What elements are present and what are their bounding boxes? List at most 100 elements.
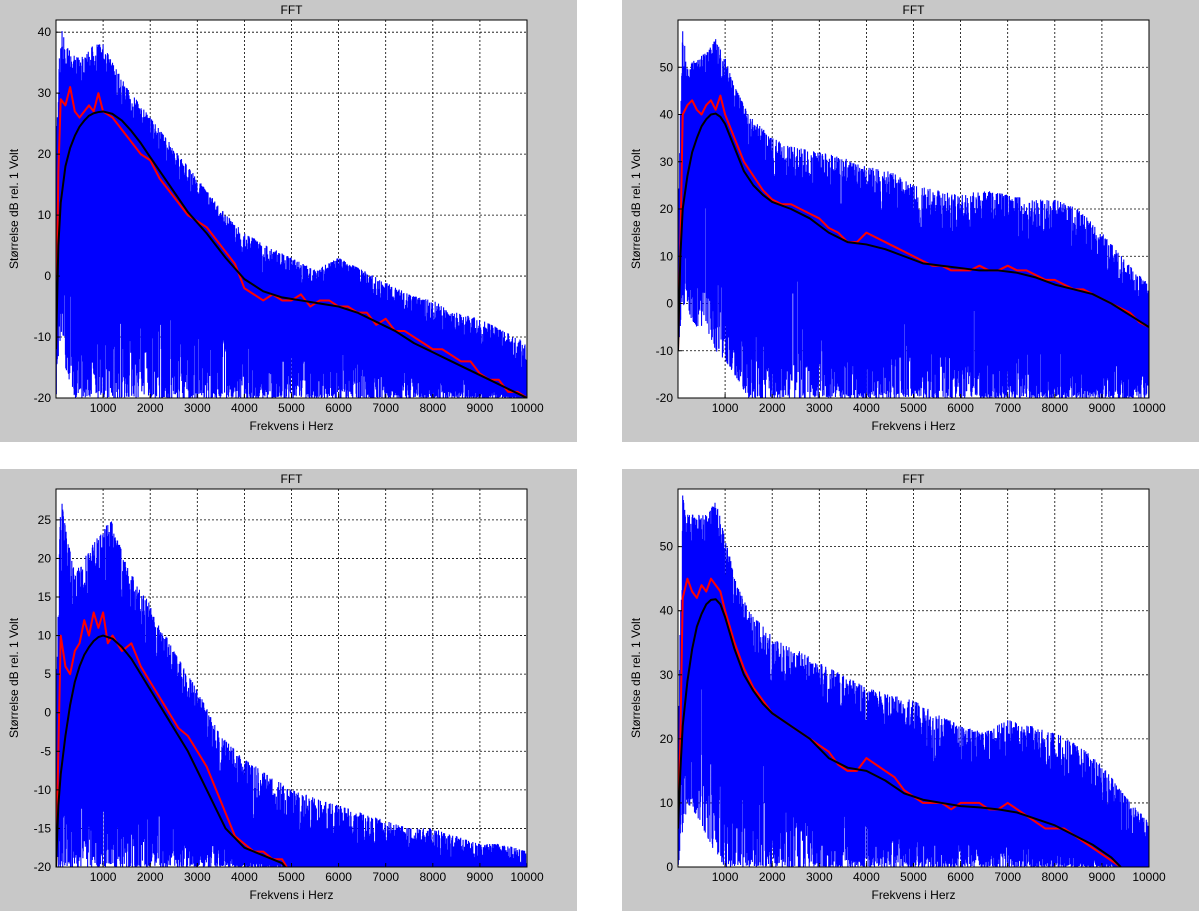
y-tick-label: -10 [656,344,674,358]
x-tick-label: 8000 [1041,870,1068,884]
fft-figure-3: 1000 2000 3000 4000 5000 6000 7000 8000 9000 1000… [0,469,577,911]
fft-figure-2: 1000 2000 3000 4000 5000 6000 7000 8000 9000 1000… [622,0,1199,442]
y-tick-label: 30 [660,155,674,169]
x-tick-label: 10000 [1132,870,1166,884]
x-tick-label: 2000 [137,870,164,884]
x-tick-label: 3000 [184,870,211,884]
y-tick-label: 10 [660,249,674,263]
chart-title: FFT [281,472,304,486]
x-tick-label: 5000 [278,870,305,884]
smoothed-series [56,611,288,867]
chart-title: FFT [281,3,304,17]
y-tick-label: 10 [38,629,52,643]
x-tick-label: 2000 [759,401,786,415]
x-tick-label: 2000 [759,870,786,884]
x-tick-label: 8000 [1041,401,1068,415]
y-tick-label: 0 [666,297,673,311]
fft-spectrum-series [56,31,527,398]
trend-series [678,598,1122,867]
smoothed-series [678,577,1122,867]
x-tick-label: 4000 [853,401,880,415]
x-tick-label: 7000 [994,401,1021,415]
x-tick-label: 3000 [184,401,211,415]
y-tick-label: -10 [34,783,52,797]
y-tick-label: 40 [660,108,674,122]
x-tick-label: 6000 [325,870,352,884]
x-tick-label: 6000 [947,870,974,884]
x-axis-label: Frekvens i Herz [871,419,955,433]
y-tick-label: 0 [44,706,51,720]
smoothed-series [56,86,527,398]
y-tick-label: -10 [34,330,52,344]
y-tick-label: 40 [660,604,674,618]
y-tick-label: 20 [660,202,674,216]
y-tick-label: 50 [660,60,674,74]
fft-figure-1: 1000 2000 3000 4000 5000 6000 7000 8000 9000 1000… [0,0,577,442]
x-tick-label: 1000 [712,870,739,884]
y-tick-label: -5 [40,744,51,758]
x-tick-label: 9000 [1089,401,1116,415]
x-tick-label: 7000 [372,870,399,884]
x-axis-label: Frekvens i Herz [871,888,955,902]
trend-series [56,110,527,398]
y-axis-label: Størrelse dB rel. 1 Volt [629,148,643,269]
y-axis-label: Størrelse dB rel. 1 Volt [7,617,21,738]
trend-series [56,634,287,867]
y-tick-label: 0 [44,269,51,283]
x-tick-label: 8000 [419,870,446,884]
x-tick-label: 10000 [1132,401,1166,415]
y-tick-label: 50 [660,540,674,554]
x-tick-label: 5000 [278,401,305,415]
y-axis-label: Størrelse dB rel. 1 Volt [7,148,21,269]
y-tick-label: 20 [660,732,674,746]
chart-title: FFT [903,3,926,17]
y-tick-label: 30 [660,668,674,682]
x-tick-label: 1000 [712,401,739,415]
y-tick-label: 20 [38,147,52,161]
x-tick-label: 1000 [90,870,117,884]
x-tick-label: 9000 [467,870,494,884]
x-tick-label: 7000 [994,870,1021,884]
fft-chart-svg: 1000 2000 3000 4000 5000 6000 7000 8000 9000 1000… [629,3,1166,433]
x-tick-label: 5000 [900,401,927,415]
x-tick-label: 4000 [231,401,258,415]
x-tick-label: 9000 [1089,870,1116,884]
y-tick-label: -20 [656,391,674,405]
trend-series [678,112,1149,351]
y-tick-label: 25 [38,513,52,527]
x-axis-label: Frekvens i Herz [249,888,333,902]
x-tick-label: 2000 [137,401,164,415]
y-tick-label: 10 [38,208,52,222]
fft-figure-4: 1000 2000 3000 4000 5000 6000 7000 8000 9000 1000… [622,469,1199,911]
fft-spectrum-series [678,495,1149,867]
y-tick-label: 0 [666,860,673,874]
y-tick-label: 10 [660,796,674,810]
fft-chart-svg: 1000 2000 3000 4000 5000 6000 7000 8000 9000 1000… [7,472,544,902]
y-axis-label: Størrelse dB rel. 1 Volt [629,617,643,738]
x-axis-label: Frekvens i Herz [249,419,333,433]
x-tick-label: 7000 [372,401,399,415]
x-tick-label: 1000 [90,401,117,415]
y-tick-label: 5 [44,667,51,681]
x-tick-label: 3000 [806,870,833,884]
x-tick-label: 9000 [467,401,494,415]
y-tick-label: 20 [38,551,52,565]
smoothed-series [678,94,1149,351]
y-tick-label: 15 [38,590,52,604]
chart-title: FFT [903,472,926,486]
x-tick-label: 5000 [900,870,927,884]
y-tick-label: -20 [34,391,52,405]
x-tick-label: 10000 [510,870,544,884]
y-tick-label: 30 [38,86,52,100]
x-tick-label: 6000 [325,401,352,415]
fft-spectrum-series [56,503,527,867]
x-tick-label: 4000 [231,870,258,884]
fft-chart-svg: 1000 2000 3000 4000 5000 6000 7000 8000 9000 1000… [629,472,1166,902]
x-tick-label: 8000 [419,401,446,415]
y-tick-label: -20 [34,860,52,874]
x-tick-label: 4000 [853,870,880,884]
y-tick-label: -15 [34,821,52,835]
x-tick-label: 10000 [510,401,544,415]
y-tick-label: 40 [38,25,52,39]
x-tick-label: 3000 [806,401,833,415]
